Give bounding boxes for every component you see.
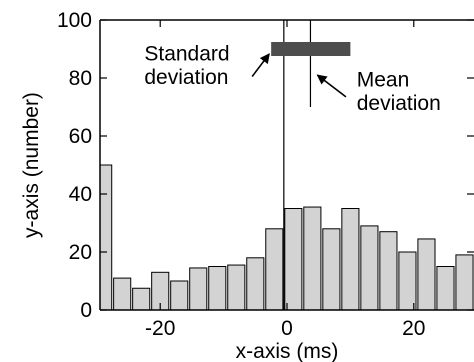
histogram-bar (322, 228, 341, 310)
y-tick-label: 60 (69, 125, 92, 148)
histogram-bar (189, 267, 208, 310)
mean-annotation-text: Mean (357, 69, 410, 92)
x-tick-label: 0 (281, 317, 293, 340)
std-annotation-text: Standard (144, 43, 229, 66)
mean-annotation-arrow (316, 74, 347, 98)
x-axis-label: x-axis (ms) (236, 340, 339, 362)
standard-deviation-bar (271, 42, 351, 56)
histogram-bar (113, 277, 132, 310)
y-axis-label: y-axis (number) (20, 92, 43, 238)
histogram-bar (436, 266, 455, 310)
std-annotation-arrow (251, 53, 270, 78)
y-tick-label: 40 (69, 183, 92, 206)
histogram-bar (379, 231, 398, 310)
histogram-bar (360, 225, 379, 310)
histogram-bar (303, 206, 322, 310)
histogram-bar (398, 251, 417, 310)
histogram-bar (341, 208, 360, 310)
histogram-bar (170, 280, 189, 310)
histogram-bar (265, 228, 284, 310)
mean-annotation-text: deviation (357, 92, 441, 115)
y-tick-label: 0 (80, 299, 92, 322)
histogram-bar (132, 287, 151, 310)
histogram-bar (455, 254, 474, 310)
histogram-bar (284, 208, 303, 310)
x-tick-label: 20 (402, 317, 425, 340)
histogram-bar (417, 238, 436, 310)
histogram-bar (100, 164, 113, 310)
y-tick-label: 80 (69, 67, 92, 90)
x-tick-label: -20 (145, 317, 175, 340)
histogram-bar (246, 257, 265, 310)
y-tick-label: 100 (57, 9, 92, 32)
y-tick-label: 20 (69, 241, 92, 264)
histogram-bar (208, 266, 227, 310)
histogram-bar (227, 264, 246, 310)
std-annotation-text: deviation (144, 66, 228, 89)
